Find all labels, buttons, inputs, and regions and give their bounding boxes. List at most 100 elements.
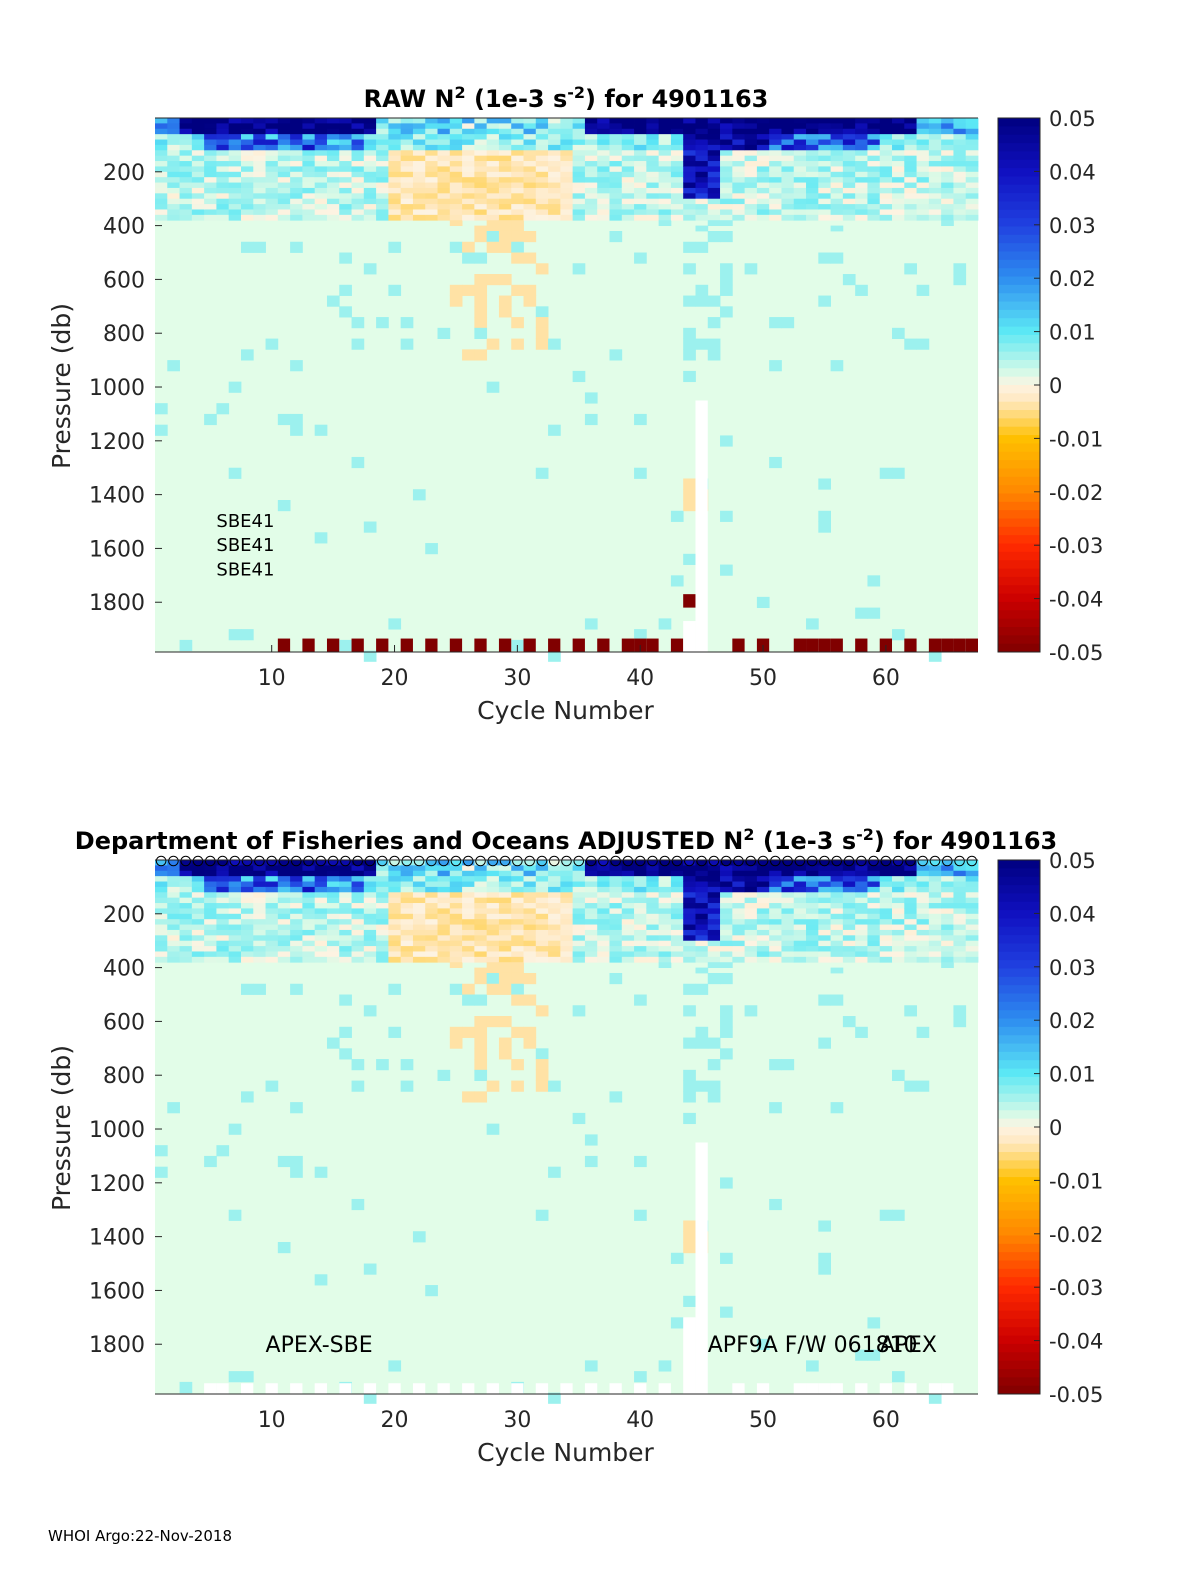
heatmap-cell [806, 870, 819, 877]
heatmap-cell [892, 951, 905, 958]
heatmap-cell [425, 134, 438, 140]
heatmap-cell [732, 860, 746, 866]
heatmap-cell [363, 865, 377, 872]
surface-marker [831, 855, 843, 867]
heatmap-cell [376, 935, 389, 942]
heatmap-cell [683, 177, 696, 183]
heatmap-cell [572, 161, 586, 167]
heatmap-cell [228, 155, 242, 162]
heatmap-cell [609, 209, 623, 216]
heatmap-cell [240, 908, 254, 915]
heatmap-cell [437, 327, 451, 339]
x-tick-label: 50 [749, 1408, 777, 1433]
heatmap-cell [314, 946, 328, 952]
heatmap-cell [290, 193, 303, 200]
heatmap-cell [634, 467, 647, 479]
heatmap-cell [425, 155, 438, 162]
heatmap-cell [904, 951, 917, 958]
heatmap-cell [818, 860, 831, 866]
heatmap-cell [363, 128, 377, 135]
heatmap-cell [867, 118, 881, 124]
heatmap-cell [511, 940, 524, 947]
heatmap-cell [437, 908, 451, 915]
heatmap-cell [572, 897, 586, 904]
heatmap-cell [498, 144, 512, 151]
heatmap-cell [302, 903, 316, 909]
heatmap-cell [302, 897, 316, 904]
heatmap-cell [351, 214, 365, 221]
heatmap-cell [548, 935, 561, 942]
heatmap-cell [376, 139, 389, 146]
heatmap-cell [904, 892, 917, 899]
colorbar-segment [998, 626, 1040, 636]
heatmap-cell [179, 209, 193, 216]
bottom-cell [302, 638, 315, 652]
heatmap-cell [216, 935, 230, 942]
colorbar-segment [998, 1293, 1040, 1303]
heatmap-cell [855, 908, 868, 915]
heatmap-cell [793, 193, 807, 200]
heatmap-cell [523, 150, 537, 157]
heatmap-cell [720, 892, 733, 899]
heatmap-cell [744, 144, 758, 151]
heatmap-cell [326, 956, 340, 963]
heatmap-cell [744, 263, 758, 275]
heatmap-cell [806, 935, 819, 942]
heatmap-cell [670, 118, 684, 124]
x-tick-label: 30 [503, 666, 531, 691]
heatmap-cell [265, 209, 279, 216]
surface-marker [536, 855, 548, 867]
heatmap-cell [806, 865, 819, 872]
heatmap-cell [965, 892, 979, 899]
heatmap-cell [462, 198, 475, 205]
heatmap-cell [511, 929, 524, 936]
adjusted-y-axis-label: Pressure (db) [47, 1045, 76, 1211]
heatmap-cell [462, 166, 475, 173]
colorbar-segment [998, 868, 1040, 878]
heatmap-cell [867, 903, 881, 909]
heatmap-cell [388, 204, 402, 210]
heatmap-cell [744, 892, 758, 899]
missing-cell [265, 1383, 278, 1394]
heatmap-cell [572, 193, 586, 200]
heatmap-cell [265, 155, 279, 162]
colorbar-segment [998, 468, 1040, 478]
heatmap-cell [290, 946, 303, 952]
heatmap-cell [658, 892, 672, 899]
heatmap-cell [216, 1145, 230, 1157]
heatmap-cell [462, 182, 475, 189]
heatmap-cell [167, 956, 180, 963]
colorbar-segment [998, 1285, 1040, 1295]
heatmap-cell [707, 870, 721, 877]
heatmap-cell [216, 214, 230, 221]
heatmap-cell [191, 919, 205, 925]
heatmap-cell [621, 956, 635, 963]
heatmap-cell [818, 478, 831, 490]
heatmap-cell [707, 951, 721, 958]
heatmap-cell [253, 144, 266, 151]
heatmap-cell [756, 924, 770, 931]
heatmap-cell [253, 860, 266, 866]
bottom-cell [830, 638, 843, 652]
heatmap-cell [376, 956, 389, 963]
heatmap-cell [670, 940, 684, 947]
heatmap-cell [572, 1005, 586, 1017]
heatmap-cell [228, 118, 242, 124]
heatmap-cell [400, 956, 414, 963]
heatmap-cell [670, 166, 684, 173]
heatmap-cell [155, 860, 168, 866]
heatmap-cell [228, 881, 242, 888]
heatmap-cell [879, 198, 893, 205]
heatmap-cell [584, 193, 598, 200]
heatmap-cell [793, 182, 807, 189]
heatmap-cell [621, 860, 635, 866]
heatmap-cell [658, 940, 672, 947]
heatmap-cell [781, 897, 795, 904]
heatmap-cell [670, 128, 684, 135]
heatmap-cell [646, 123, 660, 130]
heatmap-cell [769, 317, 782, 329]
heatmap-cell [314, 214, 328, 221]
colorbar-segment [998, 201, 1040, 211]
heatmap-cell [351, 865, 365, 872]
heatmap-cell [879, 155, 893, 162]
